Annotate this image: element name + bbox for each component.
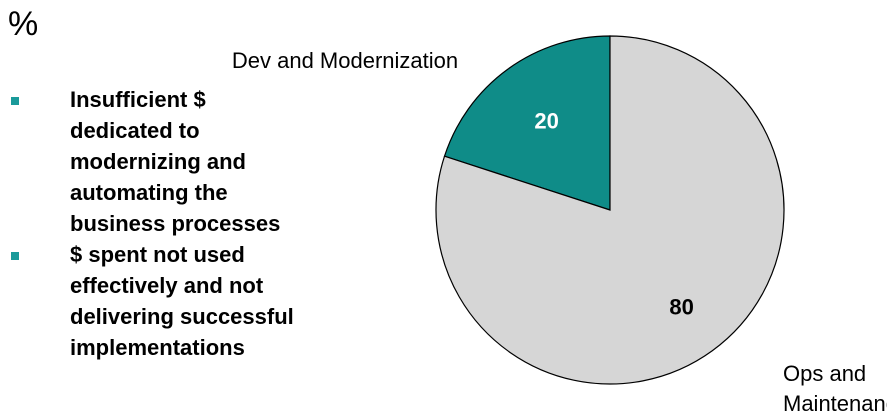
bullet-text: automating the	[70, 180, 228, 205]
category-label: Dev and Modernization	[232, 48, 458, 73]
bullet-marker	[11, 97, 19, 105]
heading: %	[8, 5, 38, 43]
category-label: Ops andMaintenance	[783, 361, 887, 416]
bullet-text: $ spent not used	[70, 242, 245, 267]
pie-slice	[435, 35, 785, 385]
bullet-text: delivering successful	[70, 304, 294, 329]
bullet-text: Insufficient $	[70, 87, 206, 112]
bullet-marker	[11, 252, 19, 260]
pie-slice	[443, 35, 611, 211]
bullet-text: dedicated to	[70, 118, 200, 143]
bullet-text: implementations	[70, 335, 245, 360]
bullet-text: effectively and not	[70, 273, 264, 298]
value-label: 80	[669, 294, 693, 319]
bullet-text: business processes	[70, 211, 280, 236]
value-label: 20	[534, 109, 558, 134]
bullet-text: modernizing and	[70, 149, 246, 174]
